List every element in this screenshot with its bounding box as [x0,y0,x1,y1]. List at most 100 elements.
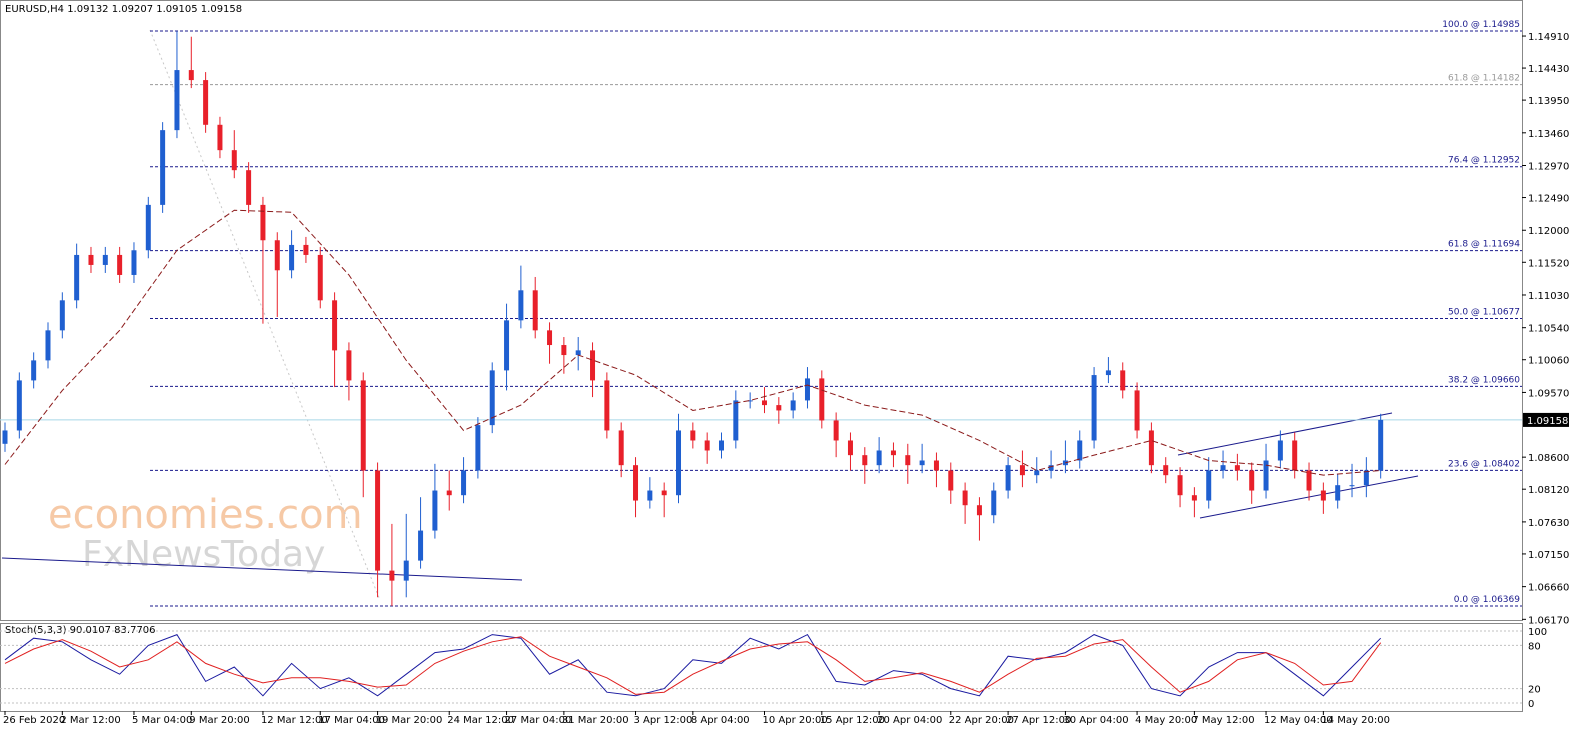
candle-body [489,370,495,426]
candle-body [45,330,51,361]
candle-body [289,244,295,271]
stoch-line [4,633,1382,697]
x-tick-label: 7 May 12:00 [1192,715,1254,726]
candle-body [1077,440,1083,461]
candle-body [504,320,510,371]
candle-body [1206,470,1212,501]
x-tick-label: 2 Mar 12:00 [60,715,120,726]
candle-body [1349,485,1355,487]
candle-body [804,378,810,401]
y-tick-label: 80 [1528,641,1541,652]
y-tick-label: 1.06660 [1528,583,1569,594]
header: EURUSD,H4 1.09132 1.09207 1.09105 1.0915… [5,4,242,15]
candle-body [461,470,467,496]
x-tick-label: 26 Feb 2020 [3,715,65,726]
candle-body [1263,460,1269,491]
candle-body [1306,470,1312,491]
candle-body [332,300,338,351]
y-tick-label: 1.12490 [1528,194,1569,205]
trend-line [1,557,523,581]
y-tick-label: 0 [1528,699,1534,710]
candle-body [1134,390,1140,431]
y-tick-label: 1.09570 [1528,388,1569,399]
current-price-label: 1.09158 [1527,416,1568,427]
fib-level-label: 61.8 @ 1.14182 [1448,74,1520,84]
candle-body [1034,470,1040,476]
candle-body [1292,440,1298,471]
y-tick-label: 1.13950 [1528,96,1569,107]
candle-body [618,430,624,466]
candle-body [532,290,538,331]
candle-body [16,380,22,431]
x-tick-label: 27 Mar 04:00 [505,715,572,726]
candle-body [575,350,581,356]
candle-body [1120,370,1126,391]
candle-body [890,450,896,456]
candle-body [446,490,452,496]
x-tick-label: 4 May 20:00 [1135,715,1197,726]
x-tick-label: 9 Mar 20:00 [189,715,249,726]
candle-body [59,300,65,331]
candle-body [1048,465,1054,471]
y-tick-label: 1.08600 [1528,453,1569,464]
candle-body [547,330,553,346]
candle-body [274,240,280,271]
candle-body [317,254,323,301]
candle-body [933,460,939,471]
candle-body [633,465,639,501]
candle-body [260,204,266,241]
candle-body [833,420,839,441]
candle-body [31,360,37,381]
x-tick-label: 17 Mar 04:00 [318,715,385,726]
candle-body [1320,490,1326,501]
candle-body [991,490,997,516]
x-tick-label: 19 Mar 20:00 [376,715,443,726]
y-tick-label: 1.14910 [1528,32,1569,43]
candle-body [375,470,381,571]
x-tick-label: 10 Apr 20:00 [762,715,827,726]
y-tick-label: 1.13460 [1528,129,1569,140]
candle-body [1234,465,1240,471]
candle-body [747,400,753,402]
candle-body [876,450,882,466]
candle-body [561,345,567,356]
candle-body [102,254,108,265]
y-tick-label: 1.06170 [1528,615,1569,626]
x-tick-label: 14 May 20:00 [1321,715,1390,726]
candle-body [719,440,724,451]
y-tick-label: 1.07630 [1528,518,1569,529]
y-tick-label: 1.07150 [1528,550,1569,561]
candle-body [676,430,682,496]
x-tick-label: 22 Apr 20:00 [949,715,1014,726]
y-tick-label: 1.14430 [1528,64,1569,75]
candle-body [117,254,123,275]
candle-body [604,380,610,431]
candle-body [976,505,982,516]
candle-body [962,490,968,506]
candle-body [131,250,137,275]
candle-body [303,244,309,255]
x-tick-label: 27 Apr 12:00 [1006,715,1071,726]
candle-body [231,150,237,171]
x-tick-label: 8 Apr 04:00 [691,715,750,726]
candle-body [733,400,739,441]
candle-body [819,378,825,421]
candle-body [590,350,596,381]
candle-body [1378,419,1384,471]
candle-body [1163,465,1169,476]
candle-body [905,455,911,466]
candle-body [1148,430,1154,466]
candle-body [1249,470,1255,491]
candle-body [88,254,94,265]
candle-body [919,460,925,466]
x-tick-label: 24 Mar 12:00 [447,715,514,726]
y-tick-label: 20 [1528,685,1541,696]
candle-body [1220,465,1226,471]
x-tick-label: 31 Mar 20:00 [562,715,629,726]
fib-level-label: 38.2 @ 1.09660 [1448,375,1520,385]
moving-average [4,209,1381,476]
candle-body [761,400,767,406]
y-tick-label: 1.10060 [1528,356,1569,367]
candle-body [346,350,352,381]
